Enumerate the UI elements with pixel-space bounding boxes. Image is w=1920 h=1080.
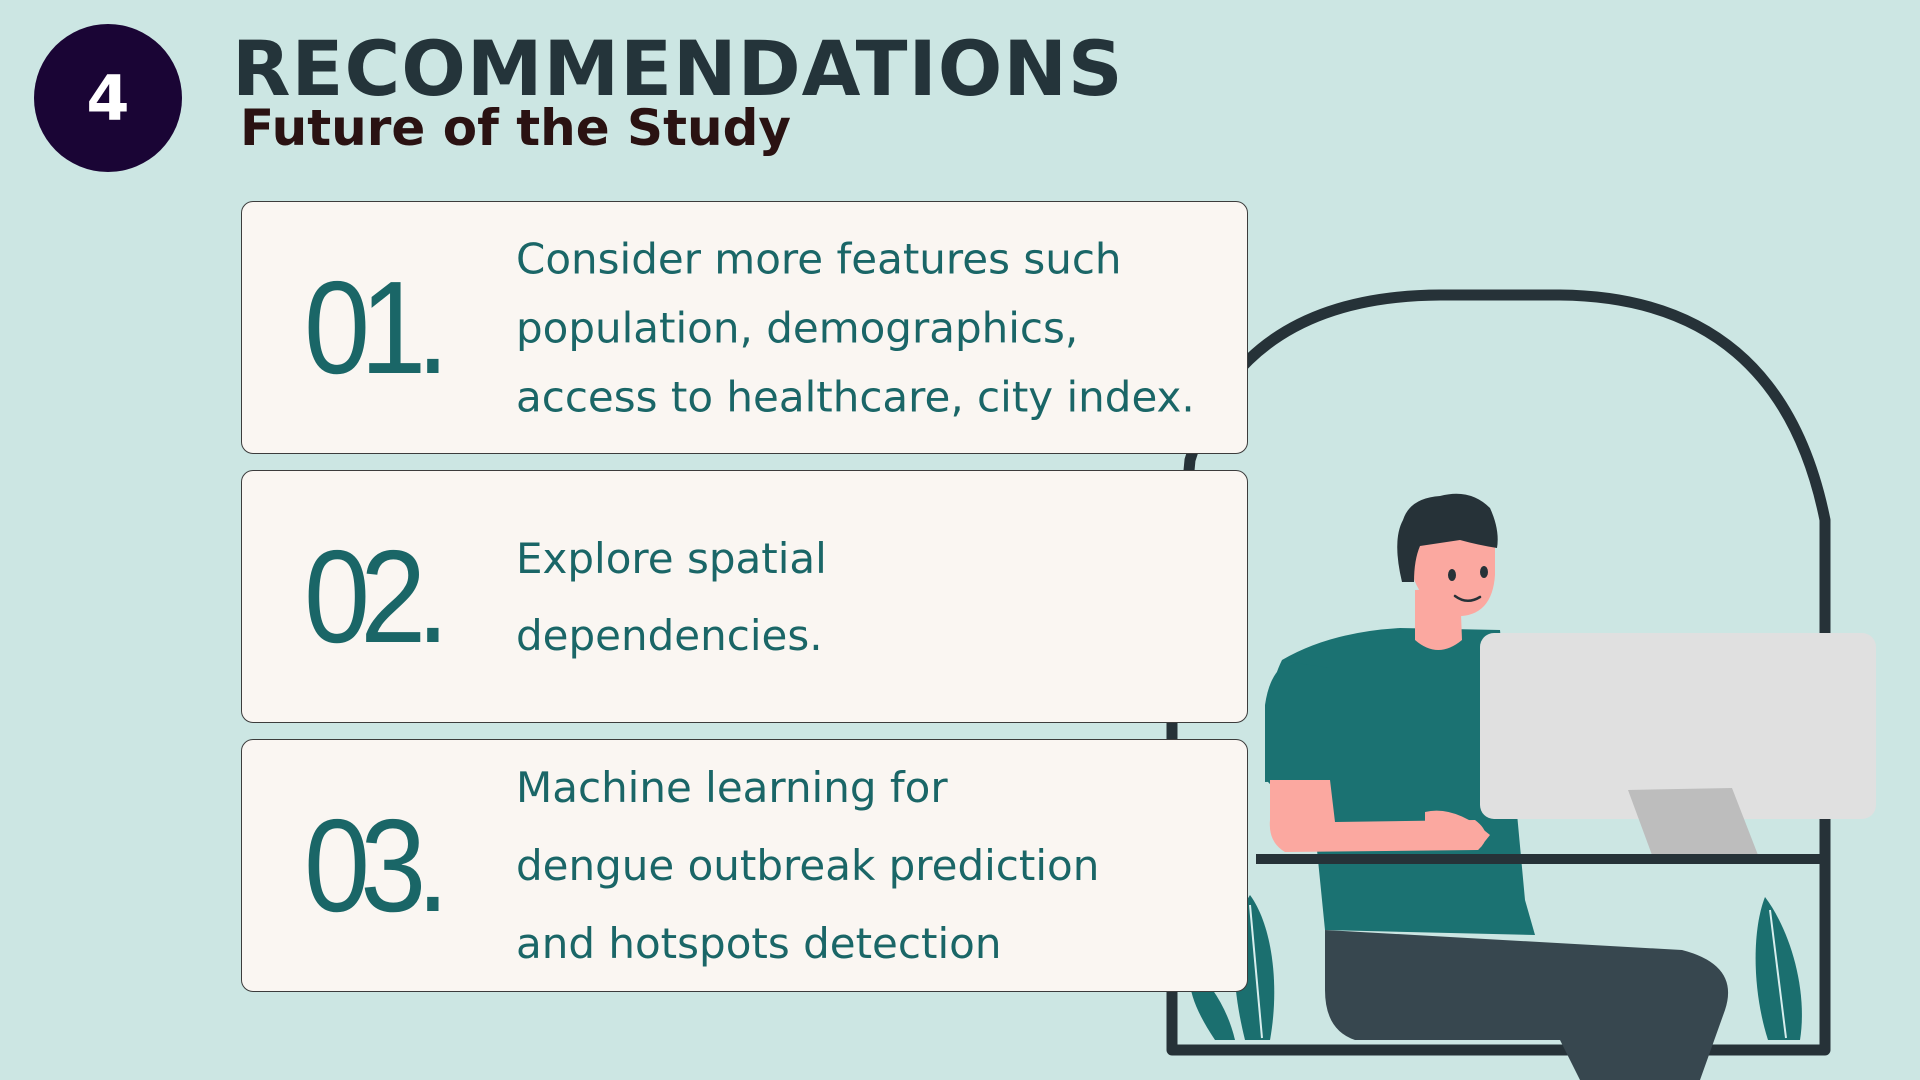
- recommendation-text-line: and hotspots detection: [516, 918, 1002, 968]
- person-eye-right: [1480, 566, 1488, 578]
- recommendation-card-1: 01. Consider more features such populati…: [241, 201, 1248, 454]
- person-smile: [1453, 594, 1482, 602]
- desk-top: [1256, 854, 1826, 864]
- recommendation-text: Explore spatial dependencies.: [516, 520, 1246, 674]
- person-eye-left: [1448, 569, 1456, 581]
- person-hand: [1425, 810, 1490, 850]
- person-at-computer-illustration: [1166, 289, 1876, 1080]
- recommendation-card-2: 02. Explore spatial dependencies.: [241, 470, 1248, 723]
- recommendation-text-line: Consider more features such: [516, 234, 1122, 283]
- monitor-stand: [1628, 788, 1758, 855]
- person-hair: [1397, 493, 1498, 582]
- recommendation-text-line: access to healthcare, city index.: [516, 372, 1195, 421]
- recommendation-text-line: population, demographics,: [516, 303, 1079, 352]
- recommendation-text-line: Explore spatial: [516, 533, 827, 583]
- monitor-screen: [1480, 633, 1876, 819]
- recommendation-text-line: Machine learning for: [516, 762, 948, 812]
- recommendation-number: 02.: [304, 522, 449, 670]
- recommendation-number: 01.: [304, 253, 449, 401]
- recommendation-text-line: dependencies.: [516, 610, 823, 660]
- recommendation-number: 03.: [304, 791, 449, 939]
- plant-right-icon: [1755, 897, 1802, 1040]
- section-number: 4: [86, 61, 130, 135]
- section-number-badge: 4: [34, 24, 182, 172]
- page-subtitle: Future of the Study: [240, 99, 791, 157]
- recommendation-text-line: dengue outbreak prediction: [516, 840, 1100, 890]
- recommendation-text: Consider more features such population, …: [516, 224, 1246, 431]
- recommendation-card-3: 03. Machine learning for dengue outbreak…: [241, 739, 1248, 992]
- person-sleeve: [1265, 662, 1330, 782]
- person-legs: [1325, 930, 1729, 1080]
- page-title: RECOMMENDATIONS: [232, 24, 1124, 113]
- recommendation-text: Machine learning for dengue outbreak pre…: [516, 749, 1246, 983]
